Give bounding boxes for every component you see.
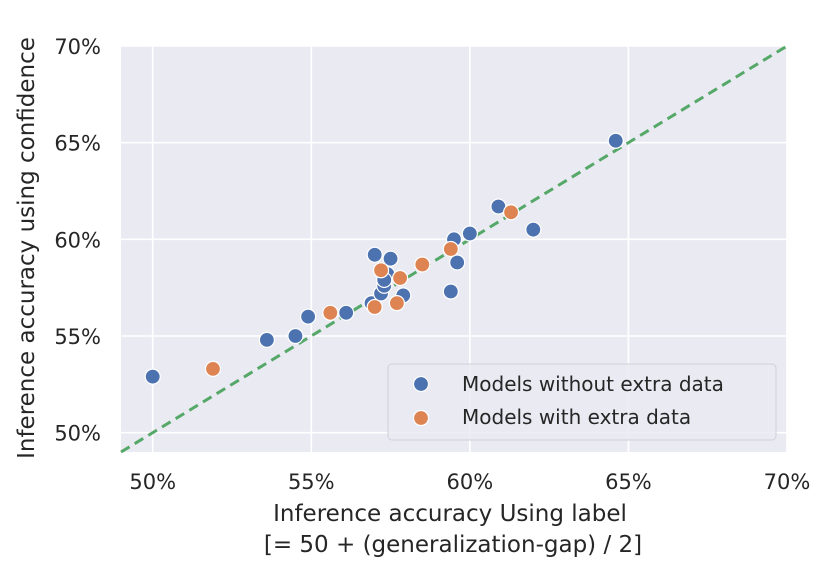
point-with-extra-data — [372, 262, 390, 279]
point-without-extra-data — [366, 246, 383, 263]
y-tick-label: 65% — [54, 132, 101, 156]
legend: Models without extra data Models with ex… — [387, 363, 777, 441]
y-axis-label: Inference accuracy using confidence — [14, 37, 40, 459]
x-tick-label: 70% — [764, 470, 811, 494]
point-with-extra-data — [366, 298, 383, 316]
legend-box — [387, 363, 777, 441]
point-with-extra-data — [502, 204, 520, 221]
y-tick-label: 60% — [54, 228, 101, 252]
legend-label-without-extra: Models without extra data — [462, 372, 724, 396]
point-with-extra-data — [322, 304, 339, 321]
point-with-extra-data — [391, 269, 409, 287]
point-without-extra-data — [607, 132, 624, 149]
point-without-extra-data — [525, 221, 542, 238]
point-with-extra-data — [414, 256, 431, 273]
point-with-extra-data — [204, 360, 222, 377]
point-without-extra-data — [144, 368, 161, 385]
legend-marker-without-extra — [412, 375, 430, 393]
y-tick-labels: 50% 55% 60% 65% 70% — [54, 35, 101, 446]
point-without-extra-data — [287, 327, 304, 345]
x-axis-label-line1: Inference accuracy Using label — [273, 501, 627, 527]
y-tick-label: 70% — [54, 35, 101, 59]
y-tick-label: 55% — [54, 325, 101, 349]
y-tick-label: 50% — [54, 422, 101, 446]
point-without-extra-data — [338, 304, 355, 321]
point-with-extra-data — [442, 240, 459, 258]
data-points — [144, 132, 624, 385]
point-without-extra-data — [258, 331, 275, 348]
point-without-extra-data — [382, 250, 399, 267]
x-tick-label: 55% — [288, 470, 335, 494]
point-without-extra-data — [300, 308, 317, 325]
x-tick-label: 50% — [129, 470, 176, 494]
x-tick-labels: 50% 55% 60% 65% 70% — [129, 470, 810, 494]
point-with-extra-data — [388, 295, 406, 312]
x-tick-label: 60% — [447, 470, 494, 494]
legend-marker-with-extra — [412, 409, 430, 427]
point-without-extra-data — [442, 283, 459, 300]
x-axis-label-line2: [= 50 + (generalization-gap) / 2] — [264, 532, 642, 558]
point-without-extra-data — [449, 254, 466, 271]
point-without-extra-data — [461, 225, 478, 242]
x-tick-label: 65% — [605, 470, 652, 494]
legend-label-with-extra: Models with extra data — [462, 405, 691, 429]
